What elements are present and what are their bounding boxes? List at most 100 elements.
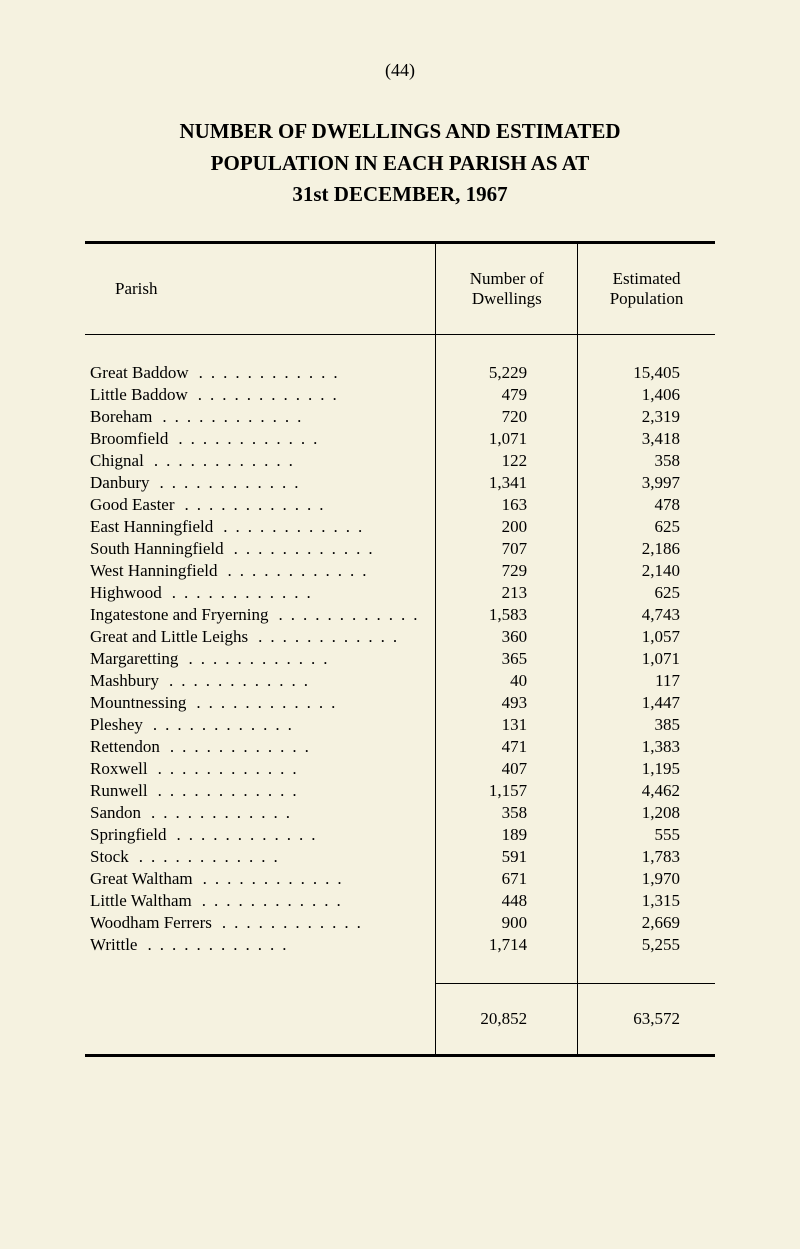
- parish-cell: Good Easter............: [85, 494, 436, 516]
- leader-dots: ............: [188, 385, 345, 404]
- table-row: Great Baddow............5,22915,405: [85, 334, 715, 384]
- leader-dots: ............: [268, 605, 425, 624]
- parish-name: East Hanningfield: [90, 517, 213, 537]
- parish-name: Broomfield: [90, 429, 168, 449]
- table-row: Ingatestone and Fryerning............1,5…: [85, 604, 715, 626]
- parish-name: Danbury: [90, 473, 149, 493]
- total-dwellings: 20,852: [436, 983, 578, 1054]
- document-title: NUMBER OF DWELLINGS AND ESTIMATED POPULA…: [85, 116, 715, 211]
- population-cell: 385: [578, 714, 715, 736]
- population-cell: 5,255: [578, 934, 715, 984]
- population-cell: 478: [578, 494, 715, 516]
- leader-dots: ............: [218, 561, 375, 580]
- population-cell: 3,997: [578, 472, 715, 494]
- parish-cell: South Hanningfield............: [85, 538, 436, 560]
- parish-cell: East Hanningfield............: [85, 516, 436, 538]
- leader-dots: ............: [248, 627, 405, 646]
- population-cell: 625: [578, 582, 715, 604]
- population-cell: 1,208: [578, 802, 715, 824]
- leader-dots: ............: [168, 429, 325, 448]
- population-cell: 1,783: [578, 846, 715, 868]
- dwellings-cell: 360: [436, 626, 578, 648]
- table-row: Good Easter............163478: [85, 494, 715, 516]
- population-cell: 1,970: [578, 868, 715, 890]
- population-cell: 1,315: [578, 890, 715, 912]
- table-row: Highwood............213625: [85, 582, 715, 604]
- population-cell: 15,405: [578, 334, 715, 384]
- population-cell: 555: [578, 824, 715, 846]
- dwellings-cell: 358: [436, 802, 578, 824]
- totals-row: 20,852 63,572: [85, 983, 715, 1054]
- table-row: Stock............5911,783: [85, 846, 715, 868]
- population-cell: 117: [578, 670, 715, 692]
- dwellings-cell: 1,071: [436, 428, 578, 450]
- title-line-1: NUMBER OF DWELLINGS AND ESTIMATED: [85, 116, 715, 148]
- leader-dots: ............: [167, 825, 324, 844]
- leader-dots: ............: [143, 715, 300, 734]
- table-row: Mountnessing............4931,447: [85, 692, 715, 714]
- dwellings-cell: 493: [436, 692, 578, 714]
- table-row: Chignal............122358: [85, 450, 715, 472]
- dwellings-cell: 707: [436, 538, 578, 560]
- parish-cell: Writtle............: [85, 934, 436, 984]
- parish-name: Boreham: [90, 407, 152, 427]
- dwellings-cell: 479: [436, 384, 578, 406]
- parish-name: West Hanningfield: [90, 561, 218, 581]
- dwellings-cell: 40: [436, 670, 578, 692]
- parish-cell: Margaretting............: [85, 648, 436, 670]
- parish-cell: Great Baddow............: [85, 334, 436, 384]
- population-cell: 625: [578, 516, 715, 538]
- parish-cell: Little Waltham............: [85, 890, 436, 912]
- population-cell: 2,140: [578, 560, 715, 582]
- document-page: (44) NUMBER OF DWELLINGS AND ESTIMATED P…: [0, 0, 800, 1097]
- parish-cell: Chignal............: [85, 450, 436, 472]
- parish-name: Margaretting: [90, 649, 178, 669]
- population-cell: 2,186: [578, 538, 715, 560]
- leader-dots: ............: [159, 671, 316, 690]
- table-header: Parish Number of Dwellings Estimated Pop…: [85, 244, 715, 335]
- table-row: Roxwell............4071,195: [85, 758, 715, 780]
- dwellings-cell: 900: [436, 912, 578, 934]
- leader-dots: ............: [162, 583, 319, 602]
- leader-dots: ............: [160, 737, 317, 756]
- parish-name: Sandon: [90, 803, 141, 823]
- header-dwellings: Number of Dwellings: [436, 244, 578, 334]
- leader-dots: ............: [178, 649, 335, 668]
- table-row: Great and Little Leighs............3601,…: [85, 626, 715, 648]
- parish-cell: Rettendon............: [85, 736, 436, 758]
- dwellings-cell: 448: [436, 890, 578, 912]
- parish-name: Good Easter: [90, 495, 175, 515]
- dwellings-cell: 365: [436, 648, 578, 670]
- population-cell: 2,319: [578, 406, 715, 428]
- title-line-2: POPULATION IN EACH PARISH AS AT: [85, 148, 715, 180]
- parish-cell: Mountnessing............: [85, 692, 436, 714]
- dwellings-cell: 671: [436, 868, 578, 890]
- table-body: Great Baddow............5,22915,405 Littl…: [85, 334, 715, 983]
- parish-name: Ingatestone and Fryerning: [90, 605, 268, 625]
- parish-table: Parish Number of Dwellings Estimated Pop…: [85, 244, 715, 1054]
- dwellings-cell: 1,714: [436, 934, 578, 984]
- population-cell: 1,195: [578, 758, 715, 780]
- leader-dots: ............: [152, 407, 309, 426]
- leader-dots: ............: [141, 803, 298, 822]
- leader-dots: ............: [212, 913, 369, 932]
- table-row: Springfield............189555: [85, 824, 715, 846]
- dwellings-cell: 471: [436, 736, 578, 758]
- parish-cell: Mashbury............: [85, 670, 436, 692]
- dwellings-cell: 1,341: [436, 472, 578, 494]
- table-row: South Hanningfield............7072,186: [85, 538, 715, 560]
- table-row: Broomfield............ 1,0713,418: [85, 428, 715, 450]
- parish-cell: Danbury............: [85, 472, 436, 494]
- leader-dots: ............: [144, 451, 301, 470]
- totals-blank: [85, 983, 436, 1054]
- population-cell: 2,669: [578, 912, 715, 934]
- population-cell: 1,406: [578, 384, 715, 406]
- parish-cell: West Hanningfield............: [85, 560, 436, 582]
- parish-cell: Stock............: [85, 846, 436, 868]
- dwellings-cell: 407: [436, 758, 578, 780]
- population-cell: 3,418: [578, 428, 715, 450]
- parish-name: Mountnessing: [90, 693, 186, 713]
- dwellings-cell: 720: [436, 406, 578, 428]
- leader-dots: ............: [192, 891, 349, 910]
- leader-dots: ............: [175, 495, 332, 514]
